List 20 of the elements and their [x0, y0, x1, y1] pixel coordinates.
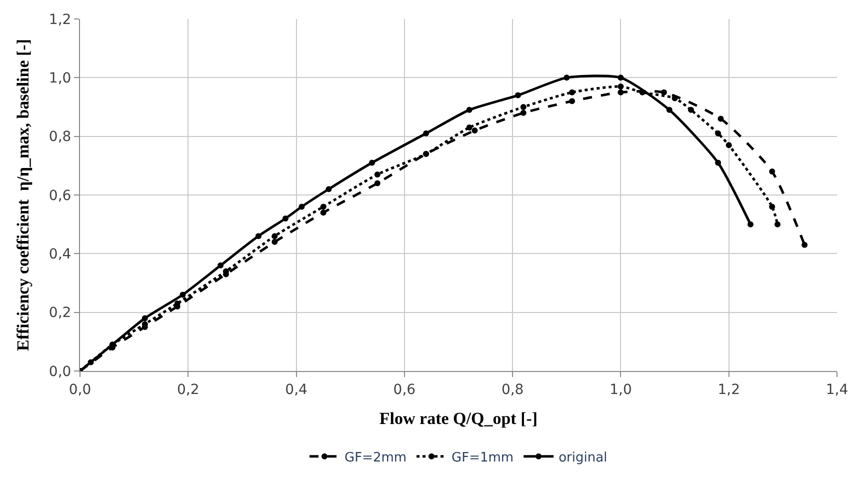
legend-label: original	[558, 450, 608, 466]
x-tick-label: 0,2	[177, 382, 200, 398]
x-tick-label: 0,4	[285, 382, 308, 398]
legend-label: GF=1mm	[452, 450, 514, 466]
x-tick-label: 0,6	[393, 382, 416, 398]
x-tick-label: 1,0	[610, 382, 632, 398]
y-tick-label: 0,4	[48, 246, 72, 263]
x-tick-label: 1,2	[718, 382, 740, 398]
y-tick-label: 1,0	[48, 70, 72, 87]
y-tick-label: 0,6	[48, 188, 72, 204]
x-tick-label: 0,0	[68, 382, 92, 398]
y-axis-title: Efficiency coefficient η/η_max, baseline [-]	[13, 38, 32, 352]
legend-label: GF=2mm	[344, 450, 407, 466]
x-tick-label: 1,4	[826, 382, 848, 398]
x-axis-title: Flow rate Q/Q_opt [-]	[379, 409, 538, 428]
y-tick-label: 0,8	[48, 129, 72, 146]
y-tick-label: 0,2	[48, 305, 72, 322]
y-tick-label: 1,2	[48, 12, 72, 28]
x-tick-label: 0,8	[501, 382, 524, 398]
y-tick-label: 0,0	[48, 364, 72, 380]
